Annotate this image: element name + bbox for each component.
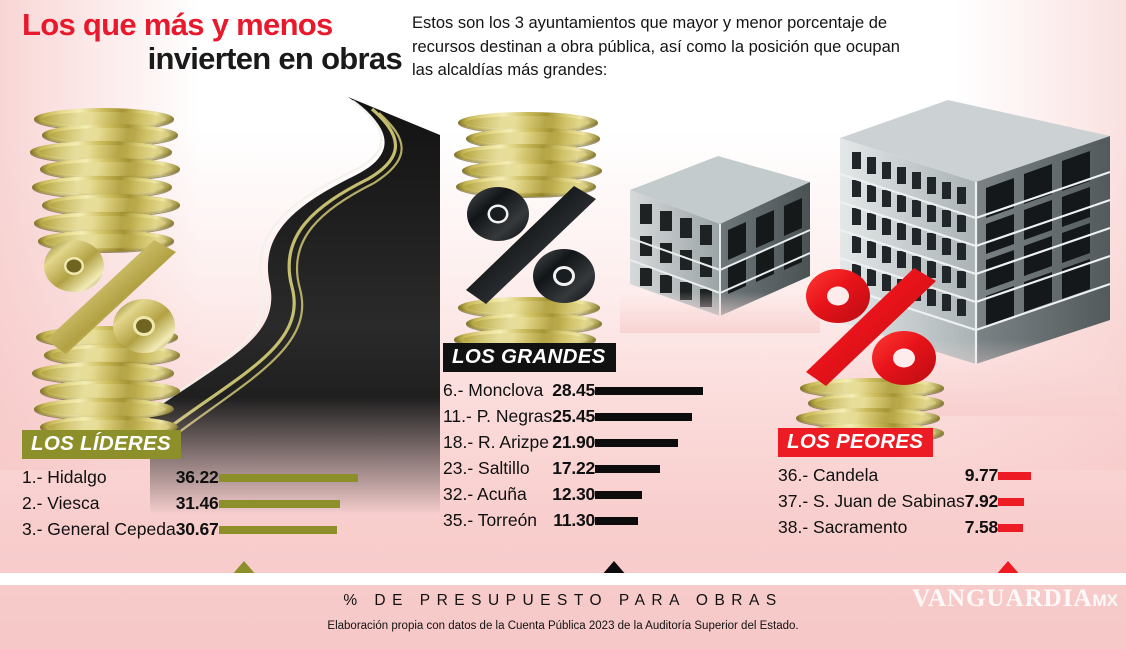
row-value: 11.30 [553, 510, 596, 530]
row-label: 38.- Sacramento [778, 517, 908, 537]
watermark-text: VANGUARDIA [912, 585, 1093, 612]
row-value: 36.22 [175, 467, 219, 487]
headline-line-2: invierten en obras [147, 41, 403, 76]
building-under-construction-large [828, 100, 1118, 416]
watermark-suffix: MX [1092, 591, 1119, 610]
row-value: 30.67 [175, 519, 219, 539]
building-under-construction-small [620, 156, 820, 333]
coin-stack-middle [446, 112, 606, 366]
vanguardia-watermark: VANGUARDIAMX [912, 586, 1118, 614]
row-bar-cell [998, 489, 1031, 515]
row-label: 32.- Acuña [443, 484, 527, 504]
value-bar [998, 523, 1024, 532]
background-wash-right [956, 0, 1126, 470]
row-label: 36.- Candela [778, 465, 879, 485]
table-row: 2.- Viesca 31.46 [22, 491, 358, 517]
panel-grandes-title: LOS GRANDES [443, 343, 616, 372]
panel-lideres-table: 1.- Hidalgo 36.22 2.- Viesca 31.46 3.- G… [22, 465, 358, 543]
table-row: 11.- P. Negras 25.45 [443, 404, 703, 430]
deck-text: Estos son los 3 ayuntamientos que mayor … [412, 14, 900, 79]
row-bar-cell [595, 404, 703, 430]
headline-line-1: Los que más y menos [22, 7, 333, 42]
row-bar-cell [998, 515, 1031, 541]
panel-lideres-title: LOS LÍDERES [22, 430, 181, 459]
value-bar [218, 525, 337, 534]
row-value: 28.45 [552, 380, 596, 400]
headline: Los que más y menos invierten en obras [22, 7, 403, 76]
row-value: 7.92 [964, 491, 999, 511]
value-bar [998, 497, 1025, 506]
row-value: 21.90 [552, 432, 596, 452]
row-value: 12.30 [552, 484, 596, 504]
value-bar [595, 412, 693, 421]
table-row: 18.- R. Arizpe 21.90 [443, 430, 703, 456]
row-bar-cell [998, 463, 1032, 489]
row-bar-cell [595, 430, 703, 456]
row-bar-cell [595, 508, 703, 534]
coin-stack-left [24, 108, 184, 448]
value-bar [595, 386, 704, 395]
row-value: 9.77 [964, 465, 999, 485]
panel-grandes-table: 6.- Monclova 28.45 11.- P. Negras 25.45 … [443, 378, 704, 534]
row-label: 37.- S. Juan de Sabinas [778, 491, 965, 511]
table-row: 32.- Acuña 12.30 [443, 482, 703, 508]
row-value: 31.46 [175, 493, 219, 513]
row-label: 6.- Monclova [443, 380, 544, 400]
row-label: 23.- Saltillo [443, 458, 530, 478]
row-bar-cell [218, 465, 358, 491]
source-note: Elaboración propia con datos de la Cuent… [327, 620, 799, 632]
panel-peores-title: LOS PEORES [778, 428, 934, 457]
table-row: 23.- Saltillo 17.22 [443, 456, 703, 482]
value-bar [595, 464, 661, 473]
table-row: 1.- Hidalgo 36.22 [22, 465, 358, 491]
value-bar [998, 471, 1032, 480]
row-bar-cell [595, 378, 704, 404]
row-bar-cell [218, 491, 358, 517]
table-row: 36.- Candela 9.77 [778, 463, 1032, 489]
value-bar [595, 438, 679, 447]
row-label: 11.- P. Negras [443, 406, 553, 426]
table-row: 38.- Sacramento 7.58 [778, 515, 1031, 541]
row-label: 3.- General Cepeda [22, 519, 176, 539]
value-bar [218, 499, 340, 508]
row-label: 1.- Hidalgo [22, 467, 107, 487]
table-row: 37.- S. Juan de Sabinas 7.92 [778, 489, 1031, 515]
value-bar [595, 490, 643, 499]
row-label: 18.- R. Arizpe [443, 432, 550, 452]
percent-symbol-red-right [806, 268, 936, 386]
axis-band [0, 573, 1126, 585]
row-value: 7.58 [964, 517, 999, 537]
table-row: 35.- Torreón 11.30 [443, 508, 703, 534]
row-bar-cell [595, 482, 703, 508]
panel-lideres: LOS LÍDERES 1.- Hidalgo 36.22 2.- Viesca… [22, 430, 358, 543]
axis-label: % DE PRESUPUESTO PARA OBRAS [343, 592, 783, 609]
table-row: 3.- General Cepeda 30.67 [22, 517, 358, 543]
row-label: 2.- Viesca [22, 493, 100, 513]
table-row: 6.- Monclova 28.45 [443, 378, 704, 404]
value-bar [218, 473, 358, 482]
panel-peores: LOS PEORES 36.- Candela 9.77 37.- S. Jua… [778, 428, 1032, 541]
value-bar [595, 516, 639, 525]
row-value: 25.45 [552, 406, 596, 426]
row-bar-cell [218, 517, 358, 543]
row-label: 35.- Torreón [443, 510, 538, 530]
row-value: 17.22 [552, 458, 596, 478]
panel-grandes: LOS GRANDES 6.- Monclova 28.45 11.- P. N… [443, 343, 704, 534]
row-bar-cell [595, 456, 703, 482]
panel-peores-table: 36.- Candela 9.77 37.- S. Juan de Sabina… [778, 463, 1032, 541]
